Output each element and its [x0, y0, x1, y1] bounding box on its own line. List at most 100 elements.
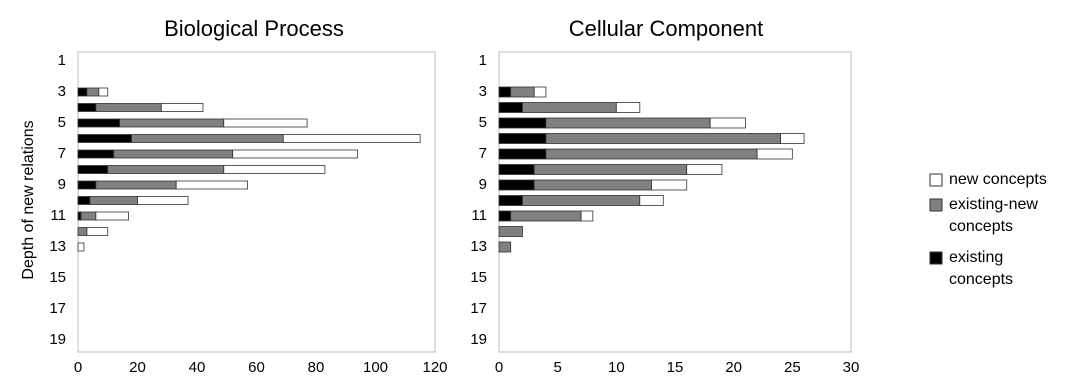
x-tick-label: 5	[553, 359, 561, 376]
y-tick-label: 1	[58, 52, 66, 69]
bar-segment	[119, 118, 225, 128]
bar-segment	[77, 87, 88, 97]
x-tick-label: 0	[74, 359, 82, 376]
x-tick-label: 30	[843, 359, 860, 376]
bar-segment	[756, 148, 793, 160]
bar-segment	[510, 210, 582, 222]
y-tick-label: 13	[470, 238, 487, 255]
bar-segment	[545, 133, 782, 144]
legend: new concepts existing-new concepts existing…	[929, 171, 1047, 288]
bar-segment	[686, 164, 723, 175]
bar-segment	[77, 180, 97, 190]
bar-segment	[77, 103, 97, 112]
bar-segment	[533, 86, 547, 98]
x-tick-label: 20	[129, 359, 146, 376]
bar-segment	[545, 148, 758, 160]
bar-segment	[175, 180, 248, 190]
bar-segment	[77, 242, 85, 252]
bars-cellular-component	[498, 86, 805, 253]
legend-swatch	[929, 251, 943, 265]
y-tick-label: 11	[471, 207, 487, 224]
legend-label: concepts	[949, 218, 1013, 235]
bar-segment	[223, 118, 308, 128]
y-tick-label: 11	[50, 207, 66, 224]
x-tick-label: 40	[189, 359, 206, 376]
legend-label: new concepts	[949, 171, 1047, 188]
x-tick-label: 60	[248, 359, 265, 376]
legend-swatch	[929, 198, 943, 212]
y-tick-label: 19	[49, 331, 66, 348]
legend-swatch	[929, 173, 943, 187]
y-tick-label: 19	[470, 331, 487, 348]
y-tick-label: 15	[49, 269, 66, 286]
bar-segment	[498, 210, 512, 222]
bar-segment	[86, 227, 109, 236]
bar-segment	[80, 211, 97, 221]
y-tick-label: 5	[479, 114, 487, 131]
bar-segment	[780, 133, 805, 144]
x-tick-label: 100	[363, 359, 388, 376]
y-tick-label: 17	[49, 300, 66, 317]
chart-title-biological-process: Biological Process	[164, 16, 344, 41]
bar-segment	[522, 102, 617, 113]
y-tick-label: 3	[58, 83, 66, 100]
bar-segment	[545, 117, 711, 129]
x-tick-label: 80	[308, 359, 325, 376]
bar-segment	[498, 179, 535, 191]
bar-segment	[107, 165, 225, 174]
bar-segment	[533, 179, 652, 191]
y-tick-label: 9	[479, 176, 487, 193]
bar-segment	[498, 117, 547, 129]
x-tick-label: 0	[495, 359, 503, 376]
bar-segment	[95, 103, 162, 112]
bar-segment	[113, 149, 234, 159]
bar-segment	[498, 241, 512, 253]
x-ticks-cellular-component: 0 5 10 15 20 25 30	[495, 359, 860, 376]
bar-segment	[639, 195, 664, 206]
bar-segment	[498, 226, 523, 237]
bar-segment	[498, 102, 523, 113]
x-ticks-biological-process: 0 20 40 60 80 100 120	[74, 359, 448, 376]
legend-label: existing-new	[949, 196, 1038, 213]
bar-segment	[77, 118, 121, 128]
bar-segment	[709, 117, 746, 129]
y-tick-label: 9	[58, 176, 66, 193]
bar-segment	[615, 102, 641, 113]
bar-segment	[77, 227, 88, 236]
y-tick-label: 3	[479, 83, 487, 100]
bar-segment	[160, 103, 204, 112]
bar-segment	[510, 86, 535, 98]
bar-segment	[498, 86, 512, 98]
legend-label: existing	[949, 249, 1003, 266]
x-tick-label: 15	[667, 359, 684, 376]
legend-label: concepts	[949, 271, 1013, 288]
y-axis-label: Depth of new relations	[20, 120, 37, 279]
bar-segment	[77, 134, 132, 143]
bar-segment	[86, 87, 100, 97]
bar-segment	[498, 195, 523, 206]
bar-segment	[580, 210, 594, 222]
bar-segment	[651, 179, 688, 191]
y-tick-label: 17	[470, 300, 487, 317]
bar-segment	[89, 196, 138, 205]
bars-biological-process	[77, 87, 421, 252]
bar-segment	[95, 211, 129, 221]
bar-segment	[131, 134, 284, 143]
bar-segment	[77, 165, 109, 174]
x-tick-label: 120	[422, 359, 447, 376]
chart-title-cellular-component: Cellular Component	[569, 16, 763, 41]
bar-segment	[522, 195, 641, 206]
x-tick-label: 25	[784, 359, 801, 376]
y-tick-label: 13	[49, 238, 66, 255]
bar-segment	[223, 165, 326, 174]
y-tick-label: 7	[58, 145, 66, 162]
x-tick-label: 20	[725, 359, 742, 376]
bar-segment	[533, 164, 688, 175]
bar-segment	[98, 87, 109, 97]
bar-segment	[282, 134, 421, 143]
bar-segment	[498, 148, 547, 160]
